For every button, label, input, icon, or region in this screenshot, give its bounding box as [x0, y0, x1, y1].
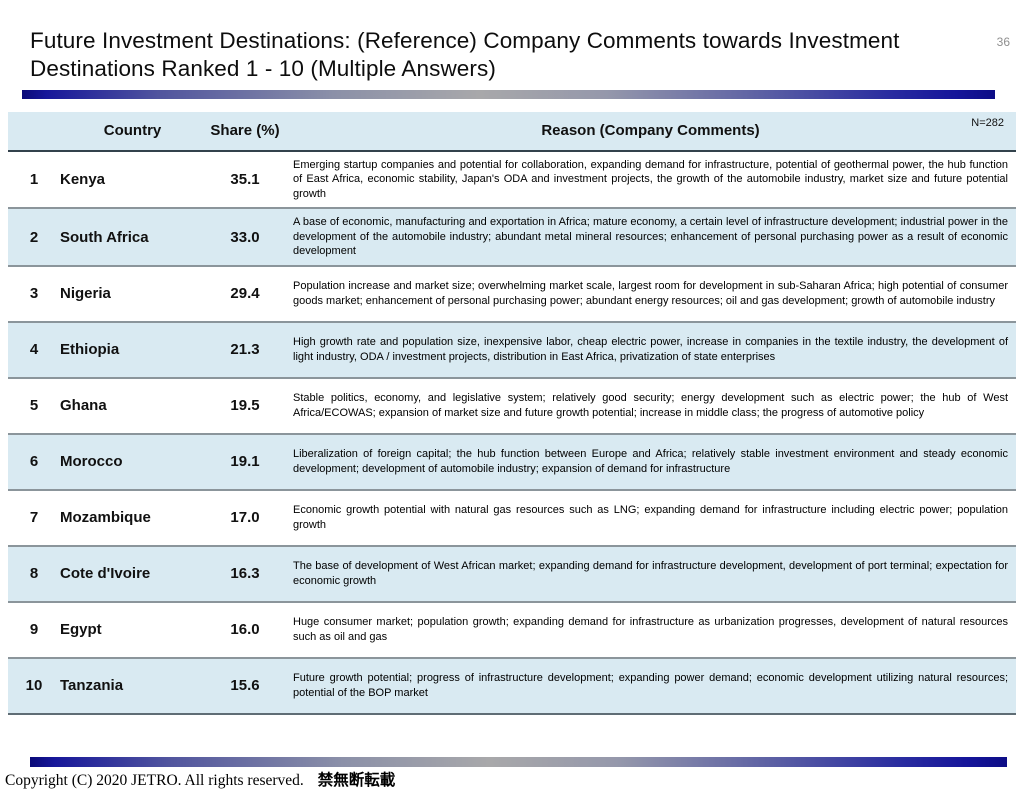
- country-cell: Morocco: [60, 453, 123, 471]
- share-cell: 16.3: [230, 565, 260, 583]
- header-share: Share (%): [210, 122, 280, 140]
- table-row: 7 Mozambique 17.0 Economic growth potent…: [8, 488, 1016, 545]
- investment-destinations-table: Country Share (%) Reason (Company Commen…: [8, 111, 1016, 715]
- country-cell: Ghana: [60, 397, 107, 415]
- reason-cell: Liberalization of foreign capital; the h…: [293, 448, 1008, 475]
- table-row: 10 Tanzania 15.6 Future growth potential…: [8, 656, 1016, 713]
- share-cell: 15.6: [230, 677, 260, 695]
- rank-cell: 3: [29, 285, 39, 303]
- share-cell: 29.4: [230, 285, 260, 303]
- table-row: 1 Kenya 35.1 Emerging startup companies …: [8, 152, 1016, 208]
- slide-title: Future Investment Destinations: (Referen…: [30, 28, 900, 81]
- rank-cell: 10: [25, 677, 43, 695]
- share-cell: 16.0: [230, 621, 260, 639]
- table-header-row: Country Share (%) Reason (Company Commen…: [8, 111, 1016, 152]
- reason-cell: A base of economic, manufacturing and ex…: [293, 216, 1008, 258]
- reason-cell: Future growth potential; progress of inf…: [293, 672, 1008, 699]
- share-cell: 35.1: [230, 171, 260, 189]
- rank-cell: 7: [29, 509, 39, 527]
- share-cell: 19.1: [230, 453, 260, 471]
- copyright-japanese: 禁無断転載: [317, 772, 396, 789]
- reason-cell: Population increase and market size; ove…: [293, 280, 1008, 307]
- country-cell: Egypt: [60, 621, 102, 639]
- table-row: 8 Cote d'Ivoire 16.3 The base of develop…: [8, 544, 1016, 601]
- reason-cell: Stable politics, economy, and legislativ…: [293, 392, 1008, 419]
- rank-cell: 8: [29, 565, 39, 583]
- rank-cell: 2: [29, 228, 39, 246]
- share-cell: 17.0: [230, 509, 260, 527]
- country-cell: Ethiopia: [60, 341, 120, 359]
- country-cell: Mozambique: [60, 509, 151, 527]
- rank-cell: 4: [29, 341, 39, 359]
- header-country: Country: [103, 122, 162, 140]
- header-reason: Reason (Company Comments): [541, 122, 760, 140]
- country-cell: Cote d'Ivoire: [60, 565, 151, 583]
- table-row: 2 South Africa 33.0 A base of economic, …: [8, 207, 1016, 265]
- rank-cell: 1: [29, 171, 39, 189]
- share-cell: 21.3: [230, 341, 260, 359]
- table-row: 4 Ethiopia 21.3 High growth rate and pop…: [8, 320, 1016, 377]
- reason-cell: Emerging startup companies and potential…: [293, 158, 1008, 200]
- table-body: 1 Kenya 35.1 Emerging startup companies …: [8, 152, 1016, 713]
- reason-cell: Huge consumer market; population growth;…: [293, 616, 1008, 643]
- rank-cell: 9: [29, 621, 39, 639]
- country-cell: South Africa: [60, 228, 149, 246]
- table-row: 6 Morocco 19.1 Liberalization of foreign…: [8, 432, 1016, 489]
- country-cell: Nigeria: [60, 285, 111, 303]
- page-number: 36: [996, 35, 1010, 49]
- copyright-text: Copyright (C) 2020 JETRO. All rights res…: [5, 772, 304, 789]
- reason-cell: The base of development of West African …: [293, 560, 1008, 587]
- copyright-notice: Copyright (C) 2020 JETRO. All rights res…: [5, 768, 395, 790]
- reason-cell: Economic growth potential with natural g…: [293, 504, 1008, 531]
- footer-accent-bar: [30, 757, 1007, 767]
- table-row: 5 Ghana 19.5 Stable politics, economy, a…: [8, 376, 1016, 433]
- share-cell: 19.5: [230, 397, 260, 415]
- table-row: 9 Egypt 16.0 Huge consumer market; popul…: [8, 600, 1016, 657]
- reason-cell: High growth rate and population size, in…: [293, 336, 1008, 363]
- country-cell: Tanzania: [60, 677, 124, 695]
- share-cell: 33.0: [230, 228, 260, 246]
- rank-cell: 5: [29, 397, 39, 415]
- country-cell: Kenya: [60, 171, 106, 189]
- title-accent-bar: [22, 89, 995, 99]
- table-row: 3 Nigeria 29.4 Population increase and m…: [8, 264, 1016, 321]
- sample-size-label: N=282: [971, 116, 1004, 129]
- rank-cell: 6: [29, 453, 39, 471]
